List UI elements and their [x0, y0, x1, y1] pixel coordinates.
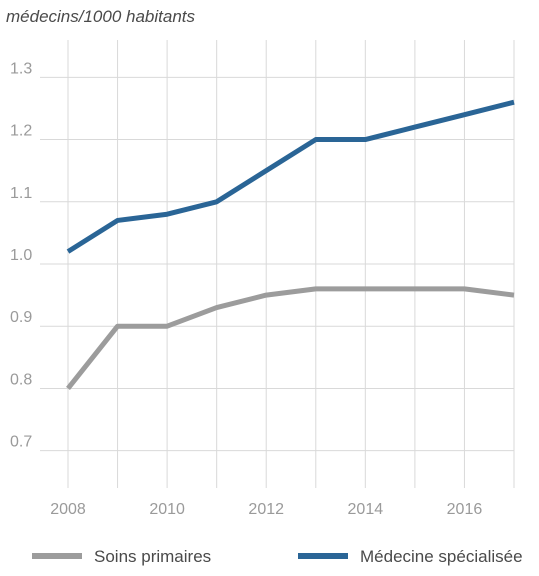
y-tick-label: 1.0	[10, 247, 32, 264]
axis-ticks: 0.7 0.8 0.9 1.0 1.1 1.2 1.3 2008 2010 2012 2014 201…	[10, 60, 482, 518]
series-line-1	[66, 286, 515, 391]
legend: Soins primaires Médecine spécialisée	[32, 547, 523, 566]
y-tick-label: 0.7	[10, 434, 32, 451]
x-tick-label: 2012	[248, 501, 284, 518]
y-tick-label: 1.3	[10, 60, 32, 77]
x-tick-label: 2016	[447, 501, 483, 518]
y-tick-label: 0.9	[10, 309, 32, 326]
x-tick-label: 2010	[149, 501, 185, 518]
series-lines	[66, 99, 515, 391]
x-tick-label: 2014	[348, 501, 384, 518]
y-tick-label: 0.8	[10, 371, 32, 388]
gridlines	[40, 40, 515, 488]
y-axis-unit-label: médecins/1000 habitants	[6, 7, 196, 26]
x-tick-label: 2008	[50, 501, 86, 518]
legend-label: Médecine spécialisée	[360, 547, 523, 566]
y-tick-label: 1.1	[10, 185, 32, 202]
series-line-2	[66, 99, 515, 254]
legend-label: Soins primaires	[94, 547, 211, 566]
y-tick-label: 1.2	[10, 123, 32, 140]
